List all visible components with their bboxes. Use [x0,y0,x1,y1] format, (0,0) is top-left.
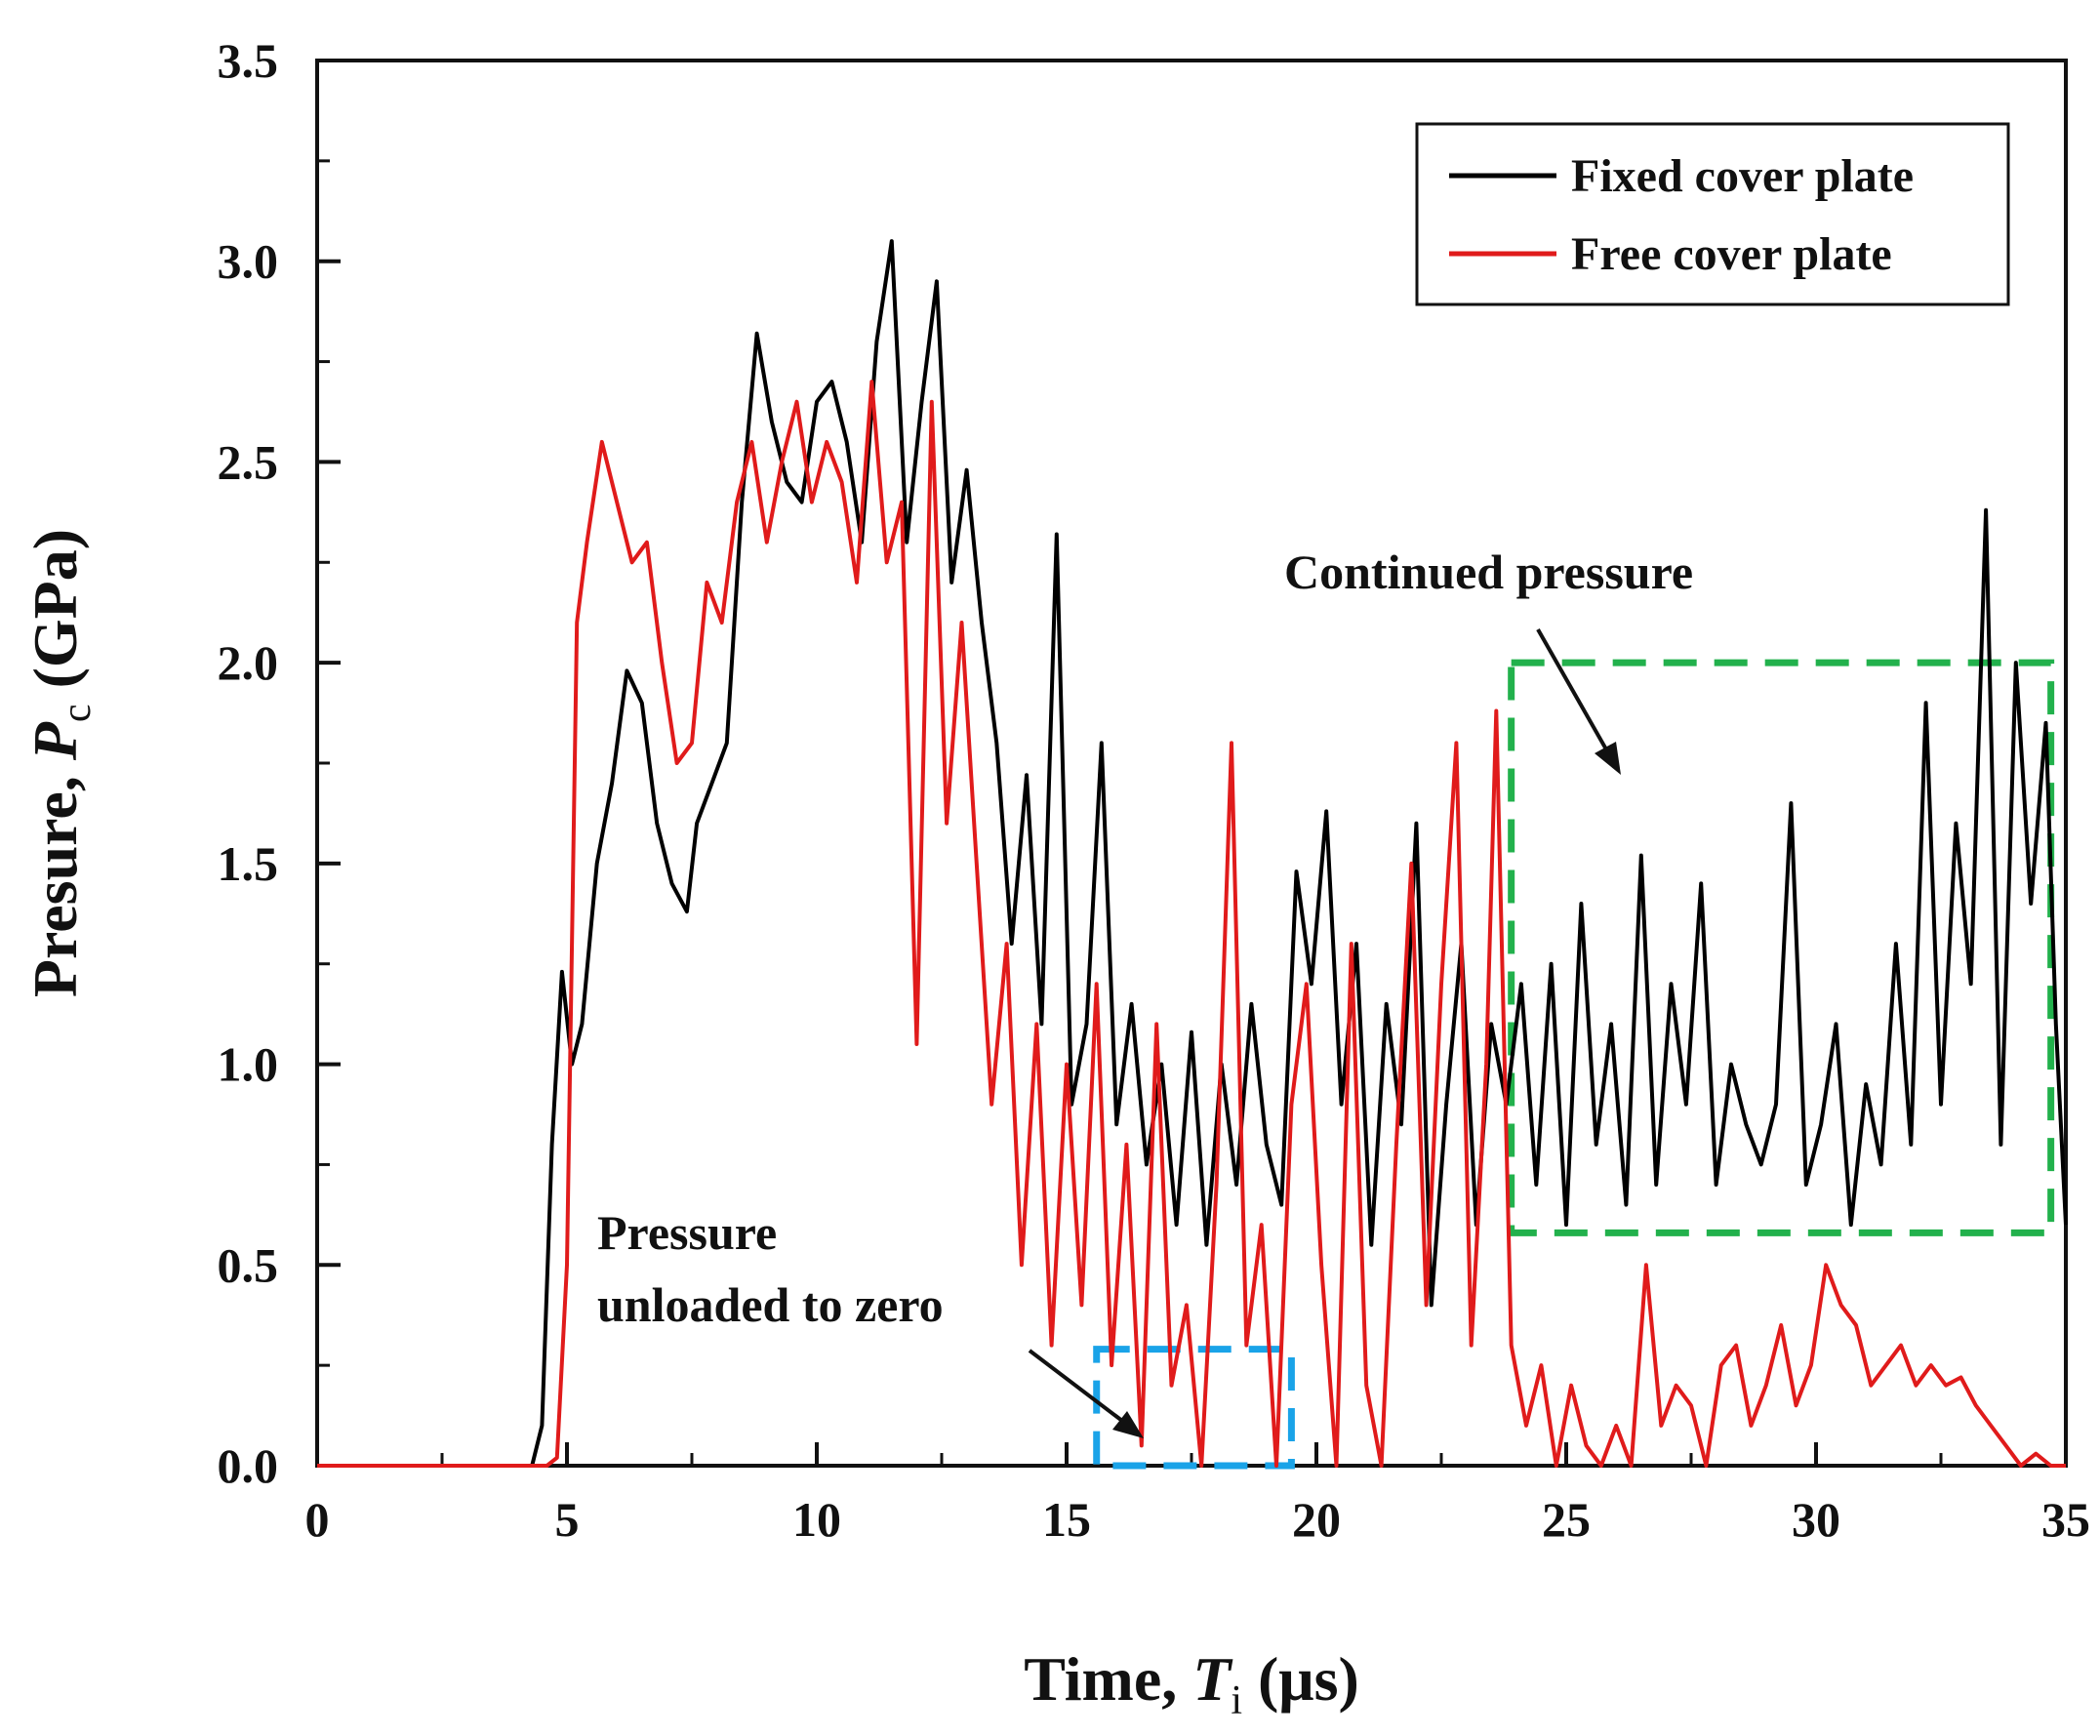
x-tick-label: 25 [1542,1492,1591,1547]
arrow-unloaded [1028,1349,1144,1438]
annotation-unloaded-line2: unloaded to zero [597,1277,944,1332]
x-tick-label: 20 [1292,1492,1341,1547]
x-tick-label: 5 [555,1492,580,1547]
y-axis-title: Presure, Pc (GPa) [20,529,100,997]
x-tick-label: 10 [792,1492,841,1547]
series-line-fixed [317,239,2068,1468]
y-tick-label: 2.0 [218,635,279,690]
arrow-continued-pressure [1536,628,1621,775]
y-tick-label: 1.0 [218,1037,279,1092]
y-tick-label: 3.5 [218,33,279,88]
continued-pressure-box [1508,659,2055,1236]
x-tick-label: 35 [2041,1492,2090,1547]
x-tick-label: 0 [305,1492,330,1547]
x-tick-label: 15 [1042,1492,1091,1547]
legend-box [1415,122,2010,306]
y-tick-label: 0.5 [218,1237,279,1292]
ticks-group [315,59,2068,1468]
highlight-boxes-group [1093,659,2055,1470]
x-tick-label: 30 [1792,1492,1840,1547]
y-tick-label: 1.5 [218,836,279,891]
legend-label-free: Free cover plate [1571,228,1892,280]
tick-labels-group: 0 5 10 15 20 25 30 35 0.0 0.5 1.0 1.5 2.0 2.5 3.0 3.5 [218,33,2091,1547]
annotation-unloaded-line1: Pressure [597,1205,777,1260]
y-tick-label: 0.0 [218,1438,279,1493]
x-axis-title: Time, Ti (μs) [1024,1644,1359,1723]
annotation-continued-pressure: Continued pressure [1284,545,1693,599]
series-group [317,239,2068,1468]
unloaded-box [1093,1346,1295,1470]
y-tick-label: 2.5 [218,434,279,489]
legend-label-fixed: Fixed cover plate [1571,150,1914,202]
y-tick-label: 3.0 [218,234,279,289]
legend: Fixed cover plate Free cover plate [1415,122,2010,306]
series-line-free [317,380,2066,1468]
